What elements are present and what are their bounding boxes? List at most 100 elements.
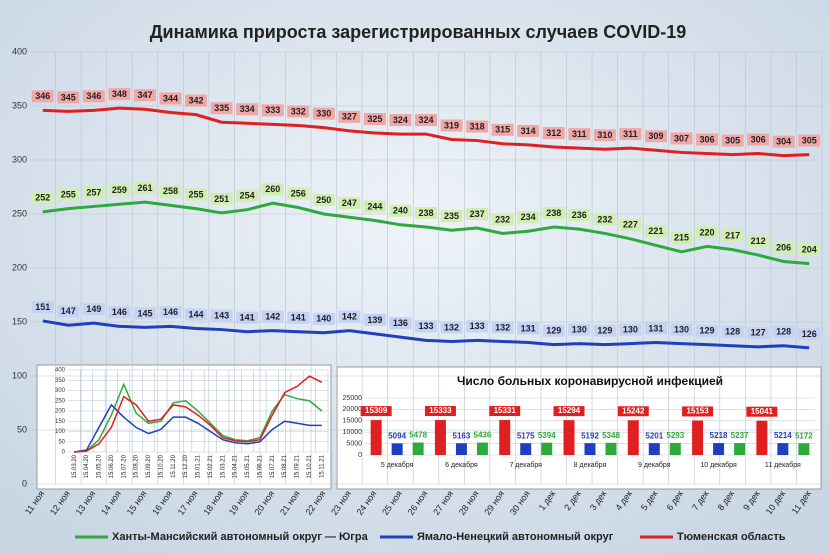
data-label: 142	[342, 312, 357, 322]
x-tick-label: 15.10.21	[307, 454, 313, 478]
bar	[584, 443, 596, 455]
data-label-bg	[108, 306, 131, 319]
data-label: 221	[648, 226, 663, 236]
data-label-bg	[721, 134, 744, 147]
data-label: 5201	[645, 431, 663, 440]
data-label-bg	[287, 311, 310, 324]
data-label: 261	[137, 183, 152, 193]
data-label-bg	[772, 135, 795, 148]
x-tick-label: 5 декабря	[381, 461, 414, 469]
data-label-bg	[363, 313, 386, 326]
data-label-bg	[517, 211, 540, 224]
y-tick-label: 150	[55, 419, 66, 425]
data-label-bg	[593, 213, 616, 226]
data-label-bg	[617, 406, 649, 417]
legend-label: Ямало-Ненецкий автономный округ	[417, 531, 614, 543]
data-label: 311	[572, 129, 587, 139]
data-label-bg	[82, 303, 105, 316]
data-label: 305	[725, 135, 740, 145]
data-label-bg	[517, 124, 540, 137]
data-label: 314	[521, 126, 536, 136]
x-tick-label: 11 декабря	[765, 461, 801, 469]
data-label: 5436	[474, 431, 492, 440]
bar	[798, 443, 810, 455]
y-tick-label: 25000	[343, 395, 363, 402]
data-label: 5192	[581, 431, 599, 440]
bar	[434, 420, 446, 455]
y-tick-label: 50	[58, 439, 65, 445]
data-label: 15331	[494, 406, 517, 415]
bar	[669, 442, 681, 455]
data-label: 143	[214, 310, 229, 320]
bar	[734, 443, 746, 455]
data-label-bg	[644, 225, 667, 238]
x-tick-label: 15.09.21	[295, 454, 301, 478]
data-label-bg	[696, 324, 719, 337]
y-tick-label: 400	[55, 368, 66, 374]
data-label-bg	[338, 197, 361, 210]
data-label: 133	[470, 321, 485, 331]
bar	[499, 420, 511, 455]
legend-label: Ханты-Мансийский автономный округ — Югра	[112, 531, 369, 543]
bar	[391, 443, 403, 455]
data-label-bg	[185, 308, 208, 321]
data-label-bg	[210, 309, 233, 322]
bar	[370, 420, 382, 455]
series-line	[74, 375, 323, 453]
data-label-bg	[287, 187, 310, 200]
data-label-bg	[312, 107, 335, 120]
inset-panel	[36, 364, 332, 490]
y-tick-label: 300	[12, 154, 27, 164]
data-label: 260	[265, 184, 280, 194]
series-line	[42, 106, 810, 158]
data-label: 306	[751, 134, 766, 144]
bar	[756, 420, 768, 455]
data-label: 142	[265, 312, 280, 322]
x-tick-label: 15.03.20	[72, 454, 78, 478]
data-label: 5172	[795, 431, 813, 440]
data-label-bg	[721, 229, 744, 242]
data-label-bg	[159, 92, 182, 105]
x-tick-label: 15.06.20	[109, 454, 115, 478]
y-tick-label: 10000	[343, 429, 363, 436]
y-tick-label: 350	[12, 100, 27, 110]
data-label: 348	[112, 89, 127, 99]
data-label: 250	[316, 195, 331, 205]
x-tick-label: 9 декабря	[638, 461, 671, 469]
data-label-bg	[261, 310, 284, 323]
data-label: 342	[189, 96, 204, 106]
data-label: 227	[623, 220, 638, 230]
x-tick-label: 15.11.21	[319, 454, 325, 478]
data-label-bg	[31, 191, 54, 204]
data-label: 129	[546, 326, 561, 336]
data-label: 15242	[622, 406, 645, 415]
data-label: 212	[751, 236, 766, 246]
y-tick-label: 0	[62, 450, 66, 456]
data-label-bg	[133, 89, 156, 102]
data-label-bg	[619, 323, 642, 336]
data-label-bg	[236, 189, 259, 202]
data-label: 251	[214, 194, 229, 204]
data-label: 15333	[429, 406, 452, 415]
data-label: 304	[776, 137, 791, 147]
data-label-bg	[261, 183, 284, 196]
data-label: 345	[61, 92, 76, 102]
data-label-bg	[593, 129, 616, 142]
data-label-bg	[489, 406, 521, 417]
data-label: 324	[393, 115, 408, 125]
data-label-bg	[542, 127, 565, 140]
data-label-bg	[440, 321, 463, 334]
data-label: 5175	[517, 431, 535, 440]
data-label-bg	[619, 128, 642, 141]
data-label: 232	[495, 214, 510, 224]
data-label: 144	[189, 309, 204, 319]
data-label: 311	[623, 129, 638, 139]
bar	[605, 442, 617, 455]
data-label: 220	[700, 227, 715, 237]
y-tick-label: 400	[12, 46, 27, 56]
x-tick-label: 15.05.21	[245, 454, 251, 478]
data-label: 306	[700, 134, 715, 144]
data-label: 240	[393, 206, 408, 216]
data-label: 324	[418, 115, 433, 125]
data-label-bg	[772, 325, 795, 338]
